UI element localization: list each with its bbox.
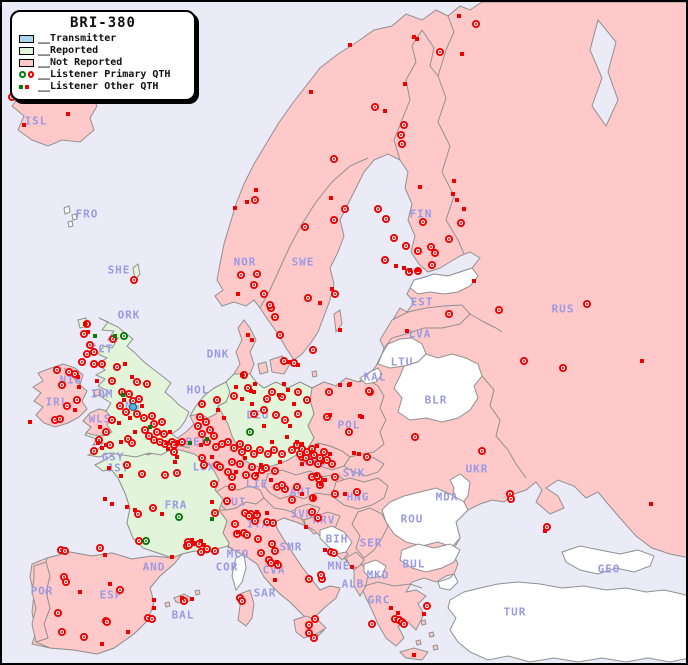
legend-item-listener-other: __Listener Other QTH (19, 81, 187, 92)
legend-label: __Reported (38, 45, 99, 56)
internal-border (393, 29, 423, 161)
region-whitesea (589, 18, 619, 127)
region-ltu (377, 337, 427, 369)
region-ireland (32, 363, 88, 428)
region-wales (82, 408, 113, 437)
region-mkd (363, 559, 387, 579)
legend-label: __Listener Other QTH (38, 81, 159, 92)
page-title: BRI-380 (69, 15, 136, 31)
legend-label: __Not Reported (38, 57, 123, 68)
legend-item-transmitter: __Transmitter (19, 33, 187, 44)
legend-label: __Transmitter (38, 33, 117, 44)
region-mne (345, 551, 365, 569)
region-crete (399, 647, 429, 661)
internal-border (469, 313, 503, 333)
legend-item-reported: __Reported (19, 45, 187, 56)
legend-label: __Listener Primary QTH (38, 69, 171, 80)
region-esp (34, 551, 184, 655)
primary-qth-icon (19, 71, 34, 78)
region-orkney (77, 317, 89, 329)
region-bih (319, 525, 353, 555)
internal-border (437, 75, 465, 255)
region-iom (93, 388, 102, 397)
internal-border (363, 581, 423, 589)
region-bal (164, 589, 201, 608)
region-funen (257, 361, 269, 375)
region-faroe (63, 205, 78, 228)
region-sic (293, 615, 327, 639)
legend-item-listener-primary: __Listener Primary QTH (19, 69, 187, 80)
region-aegean (415, 619, 439, 651)
region-cor (231, 553, 247, 592)
region-shetland (132, 263, 141, 282)
region-blr (393, 353, 483, 423)
region-gb (82, 317, 190, 458)
region-zealand (269, 355, 291, 375)
region-gotland (333, 309, 343, 334)
region-por (31, 561, 51, 643)
internal-border (437, 15, 455, 77)
region-tur (447, 581, 686, 663)
transmitter-swatch (19, 34, 34, 43)
other-qth-icon (19, 84, 34, 89)
reported-swatch (19, 46, 34, 55)
region-sar (237, 589, 255, 627)
legend-item-not-reported: __Not Reported (19, 57, 187, 68)
internal-border (481, 375, 527, 479)
region-tur_eu (437, 573, 459, 591)
region-rou (381, 487, 469, 548)
region-geo (561, 545, 655, 575)
internal-border (421, 29, 439, 77)
region-bornholm (311, 370, 318, 378)
region-bul (399, 543, 461, 573)
region-ser (351, 507, 389, 559)
region-kal (359, 367, 383, 385)
legend-box: BRI-380 __Transmitter __Reported __Not R… (10, 10, 196, 101)
not-reported-swatch (19, 58, 34, 67)
